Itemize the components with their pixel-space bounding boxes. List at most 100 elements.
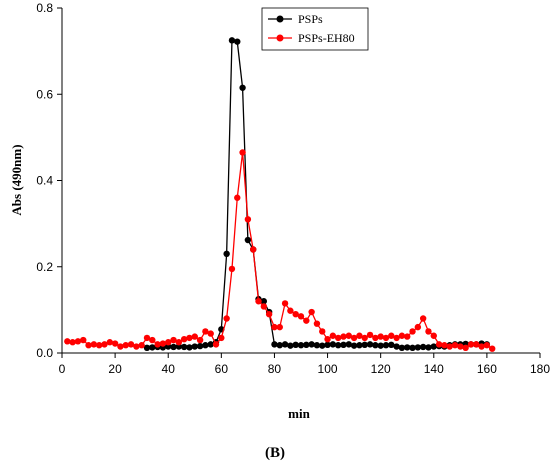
data-point-psps-eh80 xyxy=(143,334,151,342)
x-tick-label: 180 xyxy=(530,362,550,376)
data-point-psps xyxy=(382,342,390,349)
data-point-psps-eh80 xyxy=(196,336,204,344)
data-point-psps-eh80 xyxy=(69,339,76,346)
data-point-psps-eh80 xyxy=(393,334,400,342)
data-point-psps-eh80 xyxy=(218,334,225,342)
data-point-psps-eh80 xyxy=(287,307,294,314)
data-point-psps xyxy=(361,341,368,349)
data-point-psps xyxy=(414,344,422,351)
data-point-psps-eh80 xyxy=(303,317,310,324)
y-axis-title: Abs (490nm) xyxy=(9,144,24,215)
data-point-psps-eh80 xyxy=(366,331,374,339)
data-point-psps-eh80 xyxy=(340,333,347,340)
data-point-psps xyxy=(276,342,283,349)
data-point-psps-eh80 xyxy=(404,333,411,340)
data-point-psps xyxy=(324,341,331,349)
data-point-psps xyxy=(260,298,268,305)
data-point-psps xyxy=(207,341,214,348)
data-point-psps-eh80 xyxy=(271,323,278,331)
data-point-psps xyxy=(244,236,252,244)
data-point-psps xyxy=(143,344,151,352)
data-point-psps-eh80 xyxy=(127,341,135,348)
data-point-psps-eh80 xyxy=(467,341,475,348)
data-point-psps-eh80 xyxy=(388,332,395,339)
x-tick-label: 60 xyxy=(215,362,229,376)
data-point-psps-eh80 xyxy=(223,315,230,322)
data-point-psps-eh80 xyxy=(382,334,390,342)
data-point-psps-eh80 xyxy=(489,345,496,352)
data-point-psps-eh80 xyxy=(329,332,337,339)
data-point-psps-eh80 xyxy=(414,323,422,331)
series-psps-eh80 xyxy=(64,149,496,352)
data-point-psps-eh80 xyxy=(159,340,167,347)
data-point-psps-eh80 xyxy=(175,339,183,346)
data-point-psps xyxy=(372,342,379,349)
data-point-psps xyxy=(180,343,188,351)
data-point-psps-eh80 xyxy=(419,315,427,322)
data-point-psps-eh80 xyxy=(180,336,188,343)
data-point-psps xyxy=(398,344,406,352)
data-point-psps xyxy=(191,343,198,350)
x-tick-label: 20 xyxy=(108,362,122,376)
data-point-psps-eh80 xyxy=(228,265,236,273)
data-point-psps-eh80 xyxy=(212,341,220,348)
x-tick-label: 160 xyxy=(477,362,497,376)
data-point-psps-eh80 xyxy=(265,310,273,318)
data-point-psps xyxy=(345,341,352,348)
x-axis-title: min xyxy=(288,406,310,421)
data-point-psps-eh80 xyxy=(308,308,315,316)
data-point-psps xyxy=(170,343,177,351)
data-point-psps xyxy=(228,37,236,44)
legend-marker-psps-eh80 xyxy=(276,34,284,42)
figure-caption: (B) xyxy=(265,445,285,461)
data-point-psps xyxy=(186,344,193,351)
data-point-psps-eh80 xyxy=(281,300,289,307)
data-point-psps xyxy=(425,344,432,351)
data-point-psps-eh80 xyxy=(430,332,437,339)
data-point-psps xyxy=(234,38,241,45)
data-point-psps-eh80 xyxy=(106,339,114,346)
data-point-psps-eh80 xyxy=(292,310,299,318)
data-point-psps-eh80 xyxy=(350,334,358,342)
data-point-psps-eh80 xyxy=(133,343,140,350)
data-point-psps-eh80 xyxy=(154,341,161,348)
data-point-psps-eh80 xyxy=(101,341,108,348)
data-point-psps-eh80 xyxy=(80,336,87,344)
data-point-psps xyxy=(419,343,427,351)
data-point-psps-eh80 xyxy=(111,340,119,347)
data-point-psps-eh80 xyxy=(457,343,464,350)
data-point-psps xyxy=(430,343,437,350)
x-tick-label: 40 xyxy=(162,362,176,376)
data-point-psps-eh80 xyxy=(425,328,432,335)
data-point-psps xyxy=(281,341,289,348)
data-point-psps xyxy=(319,342,326,349)
data-point-psps-eh80 xyxy=(207,330,214,337)
data-point-psps-eh80 xyxy=(483,342,491,349)
data-point-psps-eh80 xyxy=(74,338,82,345)
data-point-psps xyxy=(223,250,230,258)
data-point-psps xyxy=(202,342,209,349)
legend-label-psps-eh80: PSPs-EH80 xyxy=(298,31,355,45)
data-point-psps-eh80 xyxy=(361,334,368,342)
y-axis-ticks: 0.0 0.2 0.4 0.6 0.8 xyxy=(36,1,62,360)
legend-label-psps: PSPs xyxy=(298,12,323,26)
x-tick-label: 0 xyxy=(59,362,66,376)
data-point-psps-eh80 xyxy=(319,328,326,335)
data-point-psps-eh80 xyxy=(95,342,103,349)
data-point-psps-eh80 xyxy=(170,336,177,344)
data-point-psps-eh80 xyxy=(234,194,241,201)
data-point-psps-eh80 xyxy=(239,149,246,156)
data-point-psps xyxy=(149,344,156,351)
data-point-psps-eh80 xyxy=(451,342,459,349)
data-point-psps xyxy=(297,342,305,349)
data-point-psps-eh80 xyxy=(244,216,252,223)
data-point-psps-eh80 xyxy=(85,342,92,349)
data-point-psps-eh80 xyxy=(117,343,124,350)
data-point-psps-eh80 xyxy=(260,303,268,310)
y-tick-label: 0.0 xyxy=(36,346,53,360)
data-point-psps-eh80 xyxy=(377,333,384,340)
data-point-psps-eh80 xyxy=(334,334,342,342)
data-point-psps xyxy=(196,342,204,350)
data-point-psps-eh80 xyxy=(462,344,469,352)
